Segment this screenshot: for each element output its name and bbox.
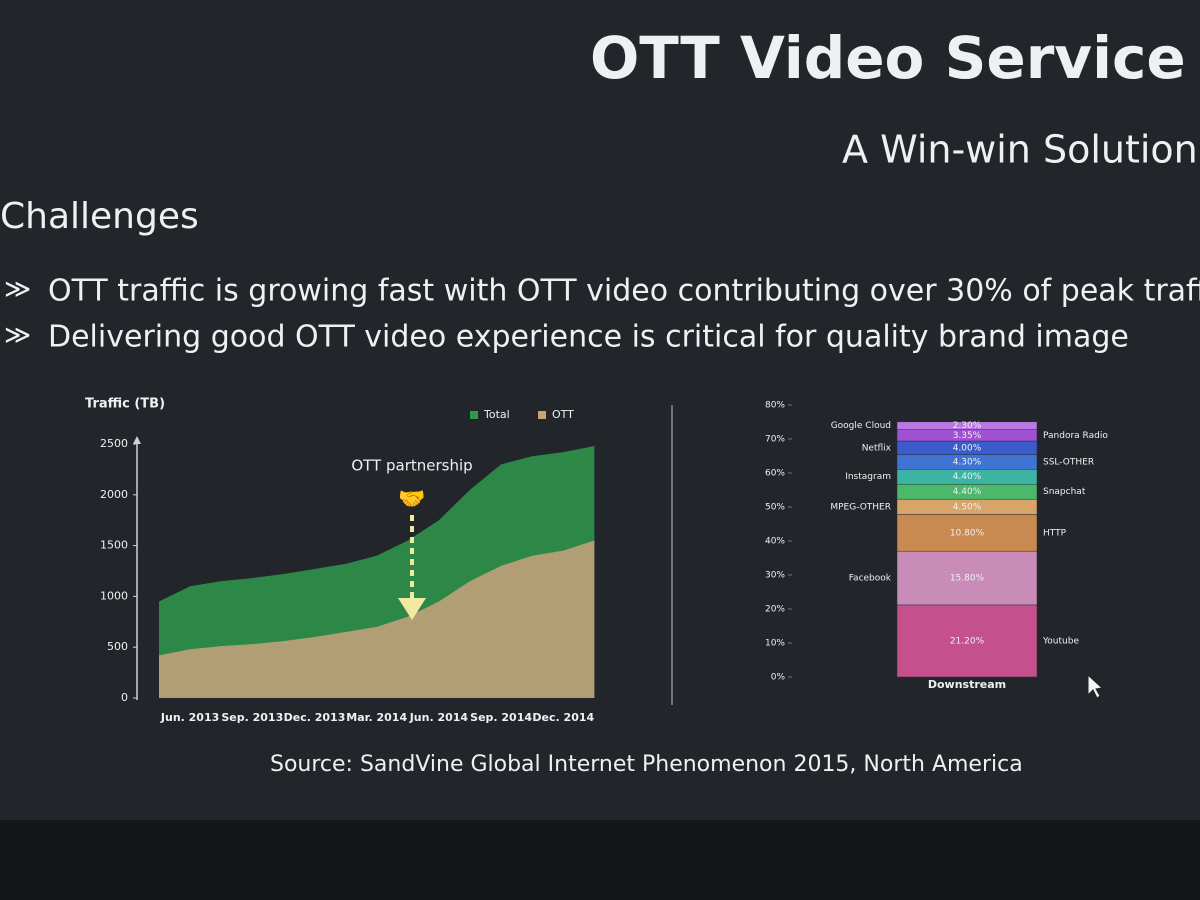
value-label: 2.30% [953, 421, 982, 431]
annotation: OTT partnership [351, 457, 472, 475]
value-label: 15.80% [950, 574, 985, 584]
x-tick-label: Mar. 2014 [346, 711, 407, 724]
x-tick-label: Downstream [928, 678, 1006, 691]
legend-swatch [470, 411, 478, 419]
x-tick-label: Jun. 2014 [409, 711, 469, 724]
y-axis-label: Traffic (TB) [85, 397, 165, 412]
segment-label: HTTP [1043, 528, 1067, 538]
bullet: Delivering good OTT video experience is … [48, 320, 1129, 355]
legend-swatch [538, 411, 546, 419]
y-tick-label: 60% [765, 469, 785, 479]
x-tick-label: Sep. 2013 [221, 711, 283, 724]
legend-label: OTT [552, 408, 574, 421]
segment-label: Snapchat [1043, 487, 1086, 497]
segment-label: MPEG-OTHER [830, 502, 891, 512]
value-label: 21.20% [950, 636, 985, 646]
value-label: 4.50% [953, 502, 982, 512]
legend-label: Total [483, 408, 510, 421]
y-tick-label: 40% [765, 537, 785, 547]
y-tick-label: 1000 [100, 589, 128, 602]
y-tick-label: 10% [765, 639, 785, 649]
source-note: Source: SandVine Global Internet Phenome… [270, 752, 1023, 777]
y-tick-label: 30% [765, 571, 785, 581]
mouse-cursor [1087, 673, 1104, 699]
y-tick-label: 70% [765, 435, 785, 445]
y-tick-label: 20% [765, 605, 785, 615]
slide-title: OTT Video Service Ex [590, 24, 1200, 92]
value-label: 10.80% [950, 528, 985, 538]
segment-label: Google Cloud [831, 421, 891, 431]
segment-label: Facebook [849, 574, 892, 584]
y-tick-label: 1500 [100, 539, 128, 552]
slide-subtitle: A Win-win Solution [842, 128, 1198, 172]
bar-segment [896, 550, 1038, 606]
y-tick-label: 2000 [100, 488, 128, 501]
y-tick-label: 500 [107, 640, 128, 653]
bar-segment [896, 421, 1038, 430]
value-label: 4.40% [953, 487, 982, 497]
axis-arrow [133, 436, 141, 444]
x-tick-label: Sep. 2014 [470, 711, 532, 724]
segment-label: Youtube [1042, 636, 1079, 646]
bullet-icon: ≫ [4, 321, 31, 351]
y-tick-label: 0% [771, 673, 786, 683]
x-tick-label: Dec. 2013 [284, 711, 346, 724]
value-label: 3.35% [953, 431, 982, 441]
bullet-icon: ≫ [4, 275, 31, 305]
bullet: OTT traffic is growing fast with OTT vid… [48, 274, 1200, 309]
x-tick-label: Jun. 2013 [160, 711, 219, 724]
value-label: 4.40% [953, 472, 982, 482]
x-tick-label: Dec. 2014 [532, 711, 594, 724]
y-tick-label: 50% [765, 503, 785, 513]
bar-segment [896, 514, 1038, 552]
handshake-icon: 🤝 [398, 487, 425, 512]
annotation-arrowhead [398, 598, 426, 620]
y-tick-label: 80% [765, 401, 785, 411]
value-label: 4.30% [953, 457, 982, 467]
y-tick-label: 0 [121, 691, 128, 704]
segment-label: Pandora Radio [1043, 431, 1108, 441]
screen-bezel [0, 820, 1200, 900]
value-label: 4.00% [953, 443, 982, 453]
section-heading: Challenges [0, 196, 199, 237]
segment-label: SSL-OTHER [1043, 457, 1094, 467]
y-tick-label: 2500 [100, 437, 128, 450]
area [159, 540, 595, 698]
segment-label: Instagram [845, 472, 891, 482]
segment-label: Netflix [862, 443, 892, 453]
